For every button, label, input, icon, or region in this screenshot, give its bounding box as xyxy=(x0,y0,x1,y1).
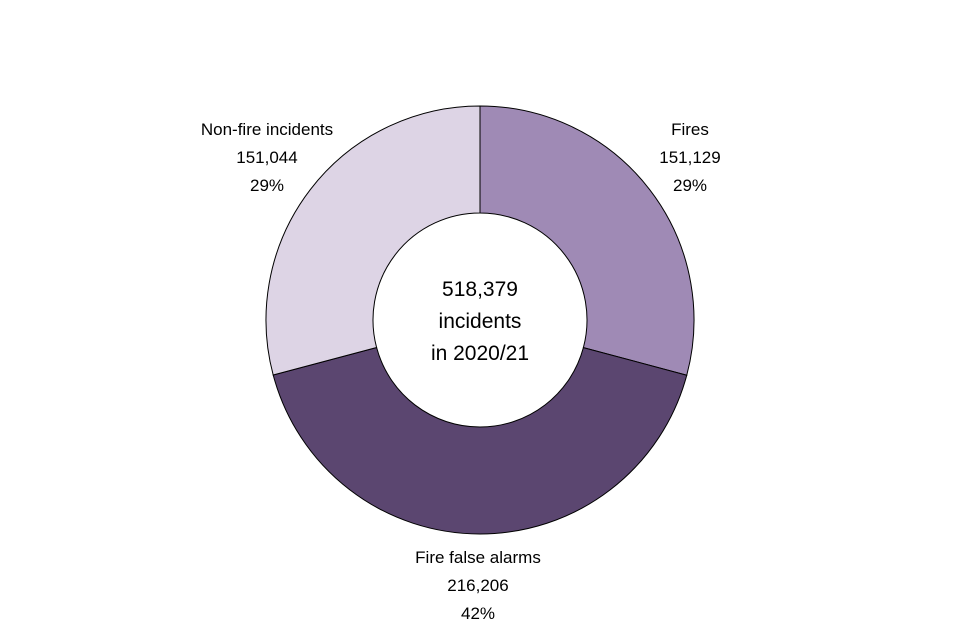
center-period: in 2020/21 xyxy=(430,342,530,365)
slice-non-fire-incidents xyxy=(265,105,481,376)
center-total: 518,379 xyxy=(442,278,518,301)
slice-fire-false-alarms xyxy=(272,346,688,535)
label-non-fire-incidents: Non-fire incidents 151,044 29% xyxy=(157,116,377,200)
label-percent: 42% xyxy=(460,604,496,623)
label-percent: 29% xyxy=(249,176,285,195)
label-value: 151,129 xyxy=(659,148,721,167)
label-name: Fire false alarms xyxy=(415,548,541,567)
center-unit: incidents xyxy=(438,310,522,333)
center-label: 518,379 incidents in 2020/21 xyxy=(380,274,580,370)
slice-fires xyxy=(479,105,695,376)
label-value: 151,044 xyxy=(236,148,298,167)
label-name: Non-fire incidents xyxy=(200,120,334,139)
label-percent: 29% xyxy=(672,176,708,195)
label-name: Fires xyxy=(671,120,709,139)
label-fire-false-alarms: Fire false alarms 216,206 42% xyxy=(368,544,588,628)
label-value: 216,206 xyxy=(447,576,509,595)
label-fires: Fires 151,129 29% xyxy=(580,116,800,200)
